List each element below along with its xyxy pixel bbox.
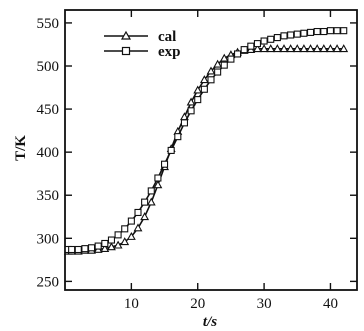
data-point-exp — [194, 96, 202, 104]
legend-marker-cal — [120, 30, 132, 40]
x-axis-title: t/s — [203, 314, 217, 330]
data-point-cal — [279, 44, 289, 53]
y-axis-title: T/K — [13, 135, 29, 161]
x-tick-label: 40 — [323, 296, 338, 312]
legend-label-exp: exp — [158, 44, 181, 60]
data-point-exp — [214, 68, 222, 76]
data-point-cal — [259, 44, 269, 53]
data-point-cal — [292, 44, 302, 53]
data-point-cal — [332, 44, 342, 53]
data-point-exp — [267, 35, 275, 43]
y-tick-label: 300 — [37, 231, 60, 247]
x-tick-label: 10 — [124, 296, 139, 312]
data-point-cal — [306, 44, 315, 53]
data-point-exp — [247, 42, 255, 50]
data-point-exp — [107, 236, 116, 244]
x-tick-label: 20 — [190, 296, 205, 312]
data-point-cal — [193, 85, 203, 94]
data-point-cal — [286, 44, 296, 53]
data-point-cal — [120, 237, 130, 246]
data-point-exp — [300, 29, 308, 37]
data-point-exp — [313, 27, 321, 36]
data-point-cal — [326, 44, 335, 53]
data-point-exp — [134, 208, 142, 217]
data-point-cal — [140, 212, 150, 221]
data-point-cal — [199, 75, 209, 84]
data-point-exp — [207, 76, 215, 84]
data-point-exp — [180, 119, 189, 127]
data-point-exp — [333, 27, 341, 35]
data-point-cal — [186, 97, 196, 106]
legend: cal exp — [104, 29, 181, 60]
data-point-exp — [74, 245, 82, 254]
data-point-exp — [253, 40, 262, 48]
data-point-cal — [213, 59, 223, 68]
y-tick-label: 250 — [37, 274, 60, 290]
data-point-exp — [240, 46, 248, 54]
data-point-exp — [326, 27, 335, 35]
data-point-exp — [127, 217, 135, 225]
data-point-exp — [81, 245, 89, 253]
data-point-cal — [299, 44, 309, 53]
series-line-exp — [68, 29, 344, 251]
plot-frame — [64, 9, 358, 291]
data-point-cal — [126, 231, 136, 240]
data-point-exp — [260, 37, 268, 45]
series-layer — [63, 27, 349, 255]
data-point-exp — [174, 133, 182, 141]
data-point-exp — [320, 27, 328, 36]
legend-label-cal: cal — [158, 29, 176, 45]
axes: 10 20 30 40 250 300 350 400 450 500 550 — [37, 9, 358, 312]
series-cal — [63, 44, 349, 255]
data-point-cal — [339, 44, 349, 53]
data-point-exp — [306, 28, 315, 36]
data-point-exp — [293, 30, 301, 38]
series-exp — [64, 27, 348, 254]
data-point-exp — [121, 225, 129, 233]
data-point-exp — [141, 198, 149, 206]
data-point-exp — [227, 55, 235, 63]
data-point-exp — [68, 245, 76, 254]
y-tick-label: 450 — [37, 102, 60, 118]
data-point-exp — [280, 32, 288, 40]
data-point-exp — [147, 187, 155, 195]
data-point-exp — [273, 34, 281, 42]
legend-marker-exp — [121, 46, 131, 56]
data-point-exp — [233, 50, 242, 58]
data-point-exp — [187, 107, 195, 115]
data-point-cal — [100, 244, 110, 252]
data-point-cal — [107, 242, 116, 251]
y-tick-label: 500 — [37, 59, 60, 75]
data-point-cal — [319, 44, 329, 53]
data-point-cal — [272, 44, 282, 53]
data-point-cal — [113, 240, 123, 249]
data-point-cal — [206, 66, 216, 75]
data-point-exp — [200, 85, 208, 93]
data-point-exp — [94, 242, 102, 250]
data-point-exp — [87, 244, 96, 252]
data-point-cal — [153, 180, 163, 189]
data-point-cal — [146, 197, 156, 206]
y-tick-label: 400 — [37, 145, 60, 161]
data-point-exp — [101, 239, 109, 248]
y-tick-label: 550 — [37, 16, 60, 32]
data-point-exp — [114, 231, 122, 239]
data-point-cal — [133, 223, 143, 232]
data-point-cal — [253, 44, 262, 53]
data-point-exp — [167, 146, 175, 154]
data-point-cal — [219, 53, 229, 62]
data-point-exp — [154, 174, 162, 182]
x-tick-label: 30 — [257, 296, 272, 312]
data-point-exp — [340, 27, 348, 35]
data-point-exp — [160, 160, 169, 168]
data-point-exp — [287, 31, 295, 39]
y-tick-label: 350 — [37, 188, 60, 204]
data-point-exp — [220, 61, 228, 69]
data-point-cal — [266, 44, 276, 53]
data-point-cal — [312, 44, 322, 53]
